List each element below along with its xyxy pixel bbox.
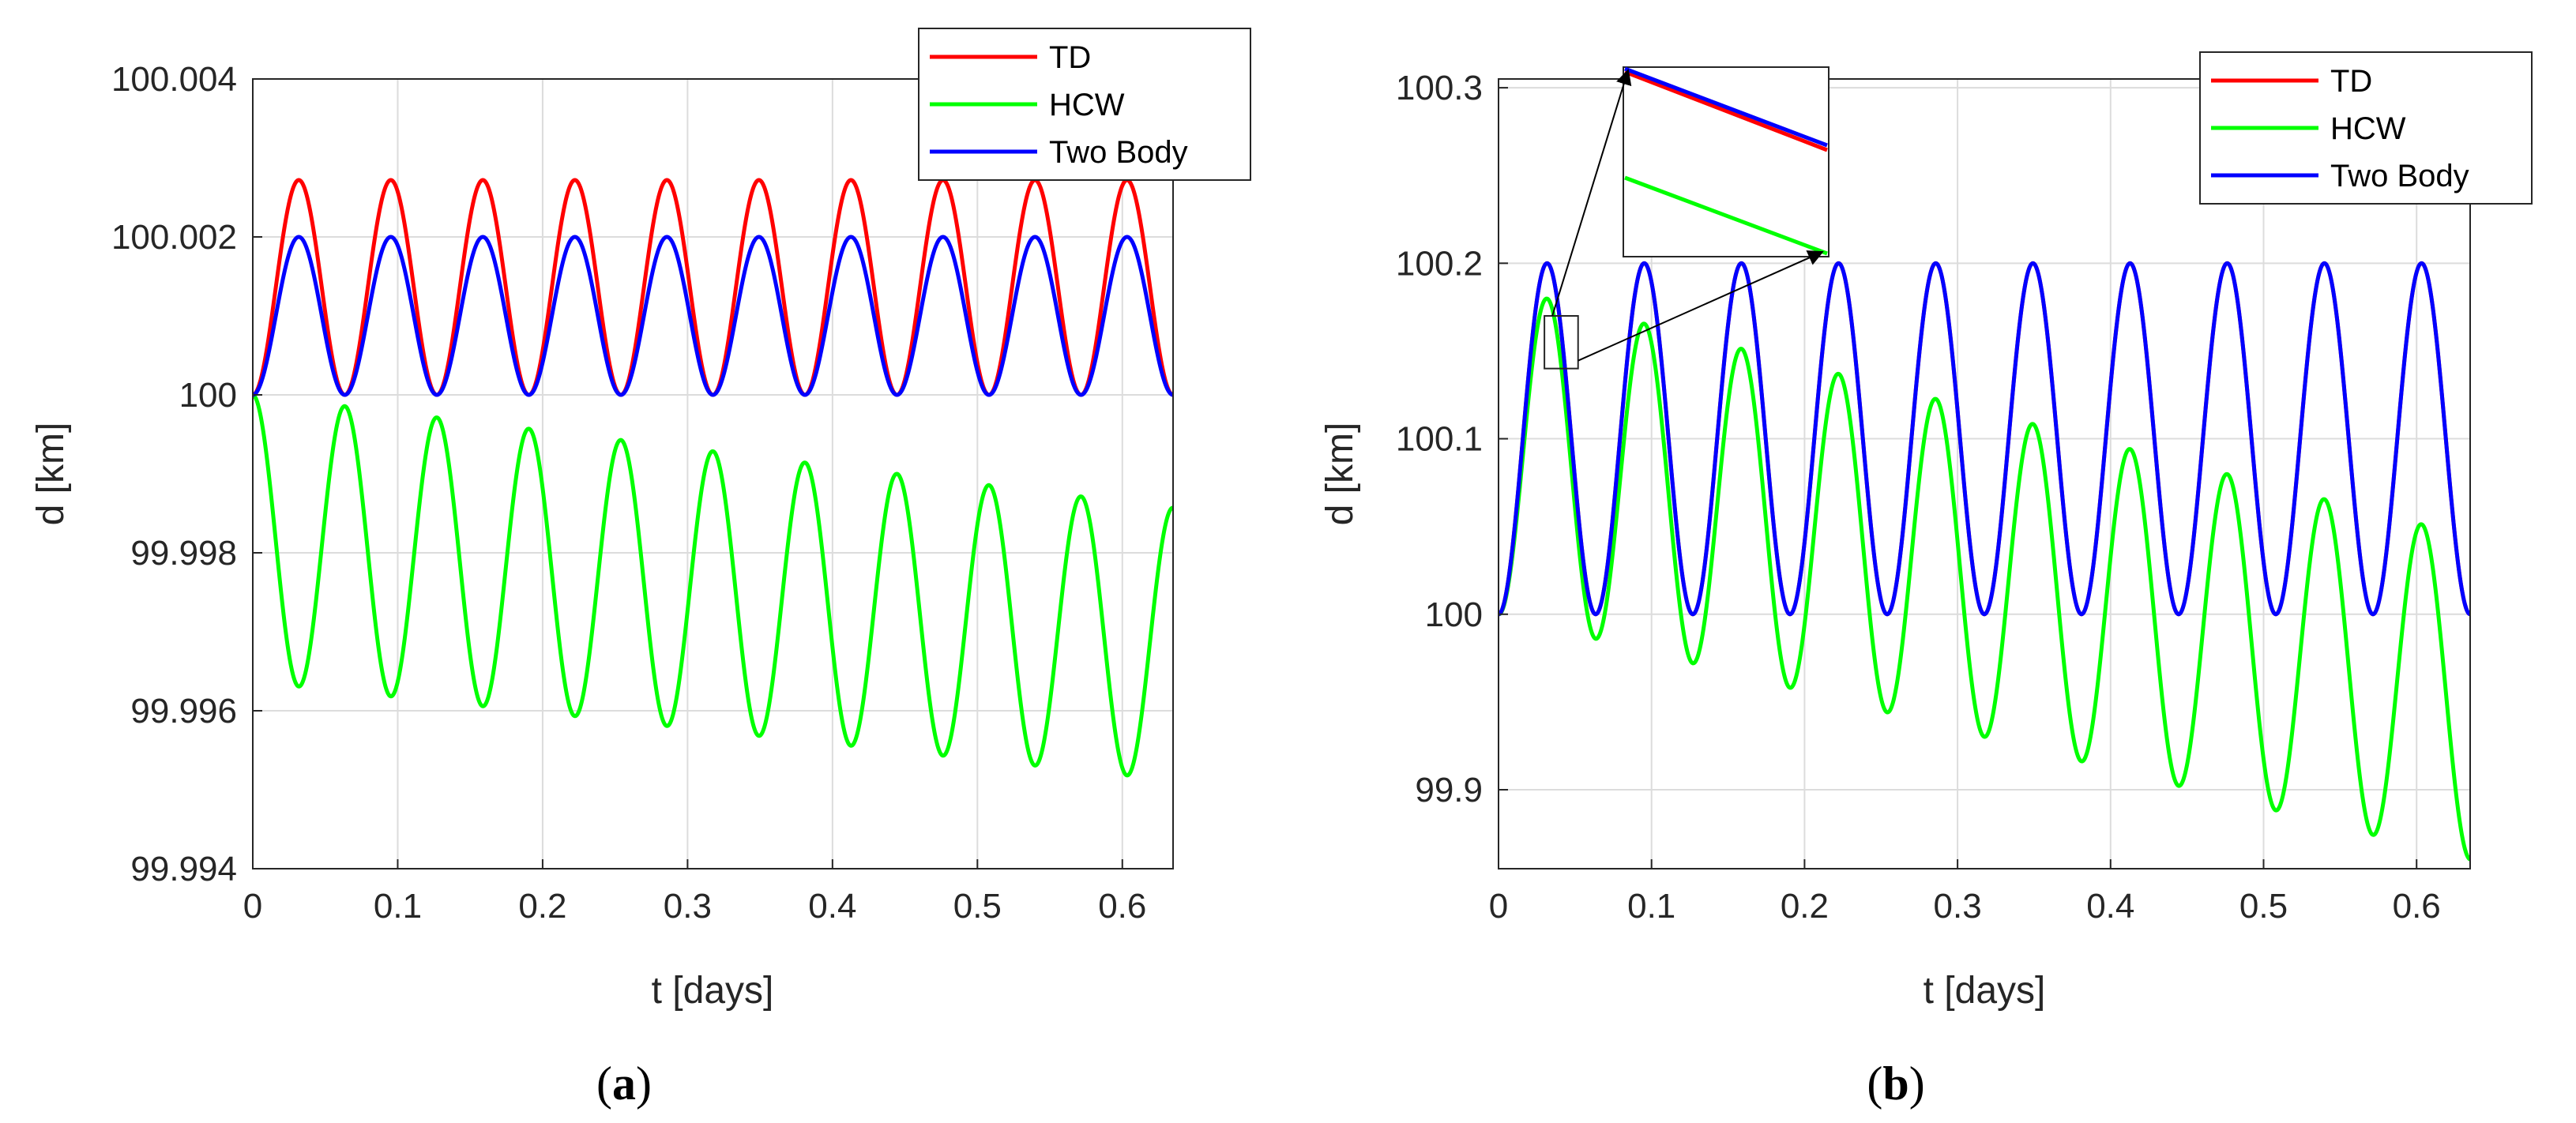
inset-line-two-body xyxy=(1624,66,1828,148)
zoom-region-box xyxy=(1544,315,1579,370)
y-tick-label: 99.996 xyxy=(130,692,237,731)
x-tick-label: 0 xyxy=(243,887,262,926)
panel-a-chart: 0 0.1 0.2 0.3 0.4 0.5 0.6 99.994 99.996 99.998 100… xyxy=(30,28,1251,1110)
x-tick-label: 0.4 xyxy=(2086,887,2134,926)
panel-b-inset xyxy=(1544,66,1830,370)
y-tick-label: 99.9 xyxy=(1415,771,1483,809)
panel-b-chart: 0 0.1 0.2 0.3 0.4 0.5 0.6 99.9 100 100.1 100.2 100.… xyxy=(1319,51,2533,1110)
panel-b-caption: (b) xyxy=(1867,1057,1924,1110)
panel-a-ylabel: d [km] xyxy=(30,423,72,526)
y-tick-label: 100 xyxy=(1425,595,1483,634)
y-tick-label: 100.1 xyxy=(1396,420,1483,459)
inset-box xyxy=(1623,66,1830,257)
panel-a-letter: a xyxy=(612,1057,636,1110)
panel-b-ylabel: d [km] xyxy=(1319,423,1361,526)
y-tick-label: 99.998 xyxy=(130,534,237,573)
panel-a-ticks: 0 0.1 0.2 0.3 0.4 0.5 0.6 99.994 99.996 99.998 100… xyxy=(111,60,1146,926)
x-tick-label: 0.3 xyxy=(664,887,712,926)
x-tick-label: 0.5 xyxy=(953,887,1002,926)
panel-b-legend: TD HCW Two Body xyxy=(2199,51,2533,205)
panel-b-letter: b xyxy=(1882,1057,1908,1110)
series-line-hcw xyxy=(251,392,1175,778)
y-tick-label: 100.2 xyxy=(1396,244,1483,283)
series-line-hcw xyxy=(1497,296,2472,862)
y-tick-label: 100.004 xyxy=(111,60,237,99)
inset-arrow-bottom xyxy=(1578,250,1824,362)
x-tick-label: 0.3 xyxy=(1934,887,1982,926)
panel-a-axes-box xyxy=(252,78,1174,869)
x-tick-label: 0.6 xyxy=(1098,887,1146,926)
inset-arrow-top xyxy=(1551,69,1632,317)
legend-label: Two Body xyxy=(2330,159,2469,193)
legend-label: TD xyxy=(2330,64,2372,99)
y-tick-label: 100 xyxy=(179,376,237,415)
panel-a-legend: TD HCW Two Body xyxy=(918,28,1251,181)
legend-label: HCW xyxy=(1049,88,1125,122)
legend-label: HCW xyxy=(2330,111,2406,146)
x-tick-label: 0.2 xyxy=(518,887,566,926)
x-tick-label: 0.1 xyxy=(374,887,422,926)
y-tick-label: 100.3 xyxy=(1396,69,1483,107)
legend-label: Two Body xyxy=(1049,135,1188,170)
panel-b-series xyxy=(1497,261,2472,862)
x-tick-label: 0 xyxy=(1489,887,1508,926)
x-tick-label: 0.2 xyxy=(1781,887,1829,926)
x-tick-label: 0.1 xyxy=(1627,887,1675,926)
panel-b-xlabel: t [days] xyxy=(1924,970,2046,1012)
inset-line-hcw xyxy=(1624,175,1828,256)
y-tick-label: 100.002 xyxy=(111,218,237,257)
panel-b-ticks: 0 0.1 0.2 0.3 0.4 0.5 0.6 99.9 100 100.1 100.2 100.… xyxy=(1396,69,2441,926)
series-line-two-body xyxy=(251,235,1175,397)
y-tick-label: 99.994 xyxy=(130,850,237,888)
panel-a-caption: (a) xyxy=(596,1057,652,1110)
x-tick-label: 0.6 xyxy=(2393,887,2441,926)
legend-label: TD xyxy=(1049,40,1091,75)
panel-a-xlabel: t [days] xyxy=(652,970,774,1012)
panel-b-axes-box xyxy=(1498,78,2471,869)
x-tick-label: 0.4 xyxy=(808,887,856,926)
inset-line-td xyxy=(1624,69,1828,152)
series-line-two-body xyxy=(1497,261,2472,617)
panel-a-series xyxy=(251,178,1175,778)
panel-a-plot-area xyxy=(253,79,1173,869)
x-tick-label: 0.5 xyxy=(2239,887,2288,926)
